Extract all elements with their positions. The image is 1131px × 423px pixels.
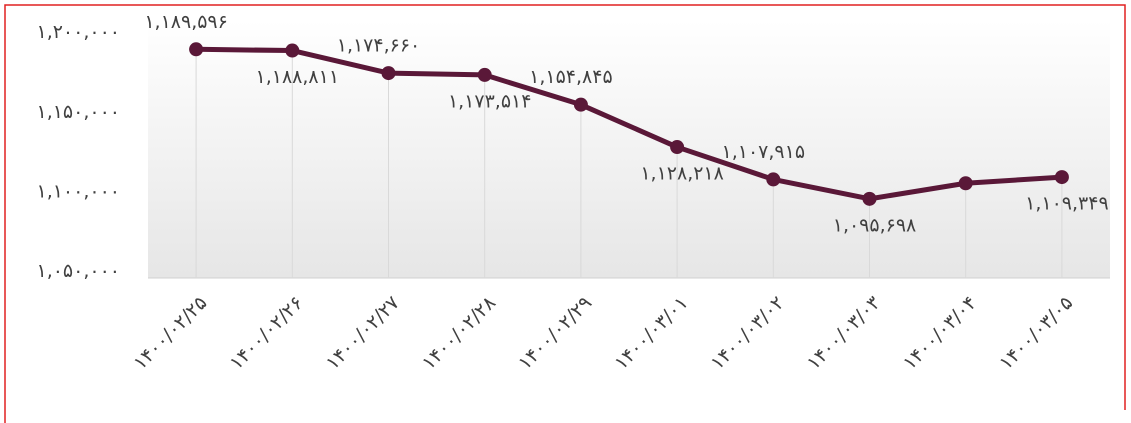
y-tick-label: ۱,۲۰۰,۰۰۰ <box>36 21 120 43</box>
data-label: ۱,۱۵۴,۸۴۵ <box>529 66 613 88</box>
y-tick-label: ۱,۰۵۰,۰۰۰ <box>36 260 120 282</box>
data-label: ۱,۰۹۵,۶۹۸ <box>833 214 917 236</box>
y-tick-label: ۱,۱۵۰,۰۰۰ <box>36 101 120 123</box>
point <box>766 172 781 187</box>
x-tick-label: ۱۴۰۰/۰۲/۲۷ <box>322 292 404 374</box>
x-tick-label: ۱۴۰۰/۰۲/۲۹ <box>514 292 596 374</box>
x-tick-label: ۱۴۰۰/۰۲/۲۶ <box>225 292 307 374</box>
y-tick-label: ۱,۱۰۰,۰۰۰ <box>36 181 120 203</box>
data-label: ۱,۱۲۸,۲۱۸ <box>640 163 724 185</box>
point <box>189 42 204 57</box>
data-label: ۱,۱۷۴,۶۶۰ <box>337 35 421 57</box>
data-label: ۱,۱۰۹,۳۴۹ <box>1025 193 1109 215</box>
point <box>477 67 492 82</box>
x-tick-label: ۱۴۰۰/۰۳/۰۱ <box>610 292 692 374</box>
data-label: ۱,۱۸۹,۵۹۶ <box>144 11 228 33</box>
point <box>573 97 588 112</box>
point <box>381 66 396 81</box>
x-tick-label: ۱۴۰۰/۰۲/۲۸ <box>418 292 500 374</box>
point <box>670 140 685 155</box>
x-tick-label: ۱۴۰۰/۰۳/۰۳ <box>803 292 885 374</box>
data-label: ۱,۱۰۷,۹۱۵ <box>722 141 806 163</box>
point <box>862 191 877 206</box>
point <box>958 176 973 191</box>
data-label: ۱,۱۸۸,۸۱۱ <box>256 66 340 88</box>
plot-area <box>148 20 1110 278</box>
x-tick-label: ۱۴۰۰/۰۳/۰۵ <box>995 292 1077 374</box>
x-tick-label: ۱۴۰۰/۰۲/۲۵ <box>129 292 211 374</box>
x-tick-label: ۱۴۰۰/۰۳/۰۲ <box>706 292 788 374</box>
data-label: ۱,۱۷۳,۵۱۴ <box>448 90 532 112</box>
x-tick-label: ۱۴۰۰/۰۳/۰۴ <box>899 292 981 374</box>
point <box>285 43 300 58</box>
frame <box>4 4 1126 423</box>
line <box>196 46 1063 202</box>
point <box>1054 170 1069 185</box>
